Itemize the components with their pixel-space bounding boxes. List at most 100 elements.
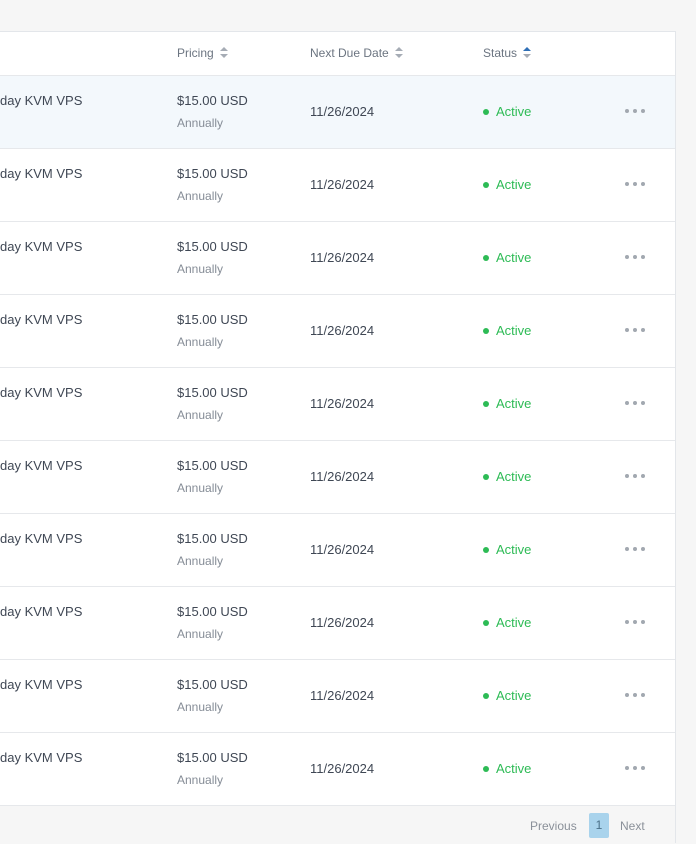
table-row[interactable]: day KVM VPS $15.00 USD Annually 11/26/2024 A… (0, 441, 675, 514)
status-badge: Active (483, 323, 531, 338)
status-dot-icon (483, 254, 489, 261)
price: $15.00 USD (177, 604, 248, 619)
product-name: day KVM VPS (0, 166, 83, 181)
product-name: day KVM VPS (0, 458, 83, 473)
column-header-status[interactable]: Status (483, 46, 532, 60)
billing-cycle: Annually (177, 189, 224, 203)
price: $15.00 USD (177, 677, 248, 692)
table-row[interactable]: day KVM VPS $15.00 USD Annually 11/26/2024 A… (0, 733, 675, 806)
status-dot-icon (483, 473, 489, 480)
price: $15.00 USD (177, 750, 248, 765)
column-header-next-due-date[interactable]: Next Due Date (310, 46, 403, 60)
more-horizontal-icon[interactable] (625, 620, 645, 626)
billing-cycle: Annually (177, 773, 224, 787)
billing-cycle: Annually (177, 627, 224, 641)
status-dot-icon (483, 108, 489, 115)
billing-cycle: Annually (177, 700, 224, 714)
next-due-date: 11/26/2024 (310, 542, 375, 557)
table-row[interactable]: day KVM VPS $15.00 USD Annually 11/26/2024 A… (0, 149, 675, 222)
more-horizontal-icon[interactable] (625, 474, 645, 480)
next-due-date: 11/26/2024 (310, 104, 375, 119)
product-name: day KVM VPS (0, 604, 83, 619)
product-name: day KVM VPS (0, 93, 83, 108)
sort-icon (219, 46, 228, 60)
status-label: Active (496, 615, 532, 630)
status-badge: Active (483, 396, 531, 411)
status-badge: Active (483, 104, 531, 119)
product-name: day KVM VPS (0, 312, 83, 327)
more-horizontal-icon[interactable] (625, 182, 645, 188)
pagination: Previous 1 Next (0, 805, 675, 844)
table-row[interactable]: day KVM VPS $15.00 USD Annually 11/26/2024 A… (0, 76, 675, 149)
price: $15.00 USD (177, 385, 248, 400)
table-row[interactable]: day KVM VPS $15.00 USD Annually 11/26/2024 A… (0, 368, 675, 441)
next-due-date: 11/26/2024 (310, 615, 375, 630)
status-badge: Active (483, 542, 531, 557)
next-due-date: 11/26/2024 (310, 396, 375, 411)
more-horizontal-icon[interactable] (625, 547, 645, 553)
billing-cycle: Annually (177, 335, 224, 349)
product-name: day KVM VPS (0, 385, 83, 400)
column-header-pricing[interactable]: Pricing (177, 46, 228, 60)
product-name: day KVM VPS (0, 239, 83, 254)
status-dot-icon (483, 400, 489, 407)
table-row[interactable]: day KVM VPS $15.00 USD Annually 11/26/2024 A… (0, 660, 675, 733)
status-dot-icon (483, 181, 489, 188)
more-horizontal-icon[interactable] (625, 255, 645, 261)
sort-icon (394, 46, 403, 60)
next-page-button[interactable]: Next (620, 819, 645, 833)
more-horizontal-icon[interactable] (625, 109, 645, 115)
price: $15.00 USD (177, 166, 248, 181)
column-label-status: Status (483, 46, 518, 60)
status-label: Active (496, 177, 532, 192)
table-row[interactable]: day KVM VPS $15.00 USD Annually 11/26/2024 A… (0, 295, 675, 368)
next-due-date: 11/26/2024 (310, 323, 375, 338)
status-badge: Active (483, 761, 531, 776)
more-horizontal-icon[interactable] (625, 693, 645, 699)
price: $15.00 USD (177, 458, 248, 473)
status-label: Active (496, 250, 532, 265)
product-name: day KVM VPS (0, 677, 83, 692)
billing-cycle: Annually (177, 554, 224, 568)
next-due-date: 11/26/2024 (310, 688, 375, 703)
status-badge: Active (483, 469, 531, 484)
billing-cycle: Annually (177, 481, 224, 495)
status-label: Active (496, 323, 532, 338)
status-badge: Active (483, 177, 531, 192)
status-dot-icon (483, 765, 489, 772)
status-label: Active (496, 761, 532, 776)
previous-page-button[interactable]: Previous (530, 819, 577, 833)
status-badge: Active (483, 688, 531, 703)
table-row[interactable]: day KVM VPS $15.00 USD Annually 11/26/2024 A… (0, 222, 675, 295)
table-row[interactable]: day KVM VPS $15.00 USD Annually 11/26/2024 A… (0, 514, 675, 587)
column-label-pricing: Pricing (177, 46, 214, 60)
status-label: Active (496, 688, 532, 703)
more-horizontal-icon[interactable] (625, 401, 645, 407)
status-label: Active (496, 542, 532, 557)
status-badge: Active (483, 250, 531, 265)
status-dot-icon (483, 327, 489, 334)
billing-cycle: Annually (177, 116, 224, 130)
status-badge: Active (483, 615, 531, 630)
next-due-date: 11/26/2024 (310, 250, 375, 265)
billing-cycle: Annually (177, 408, 224, 422)
next-due-date: 11/26/2024 (310, 469, 375, 484)
sort-ascending-icon (523, 46, 532, 60)
column-label-next-due-date: Next Due Date (310, 46, 389, 60)
page-1-button[interactable]: 1 (589, 813, 609, 838)
product-name: day KVM VPS (0, 531, 83, 546)
services-table: Pricing Next Due Date Status day KVM VPS… (0, 31, 676, 844)
price: $15.00 USD (177, 239, 248, 254)
status-dot-icon (483, 692, 489, 699)
price: $15.00 USD (177, 312, 248, 327)
status-dot-icon (483, 619, 489, 626)
more-horizontal-icon[interactable] (625, 328, 645, 334)
price: $15.00 USD (177, 93, 248, 108)
product-name: day KVM VPS (0, 750, 83, 765)
price: $15.00 USD (177, 531, 248, 546)
table-row[interactable]: day KVM VPS $15.00 USD Annually 11/26/2024 A… (0, 587, 675, 660)
status-label: Active (496, 104, 532, 119)
more-horizontal-icon[interactable] (625, 766, 645, 772)
table-header: Pricing Next Due Date Status (0, 32, 675, 76)
next-due-date: 11/26/2024 (310, 761, 375, 776)
